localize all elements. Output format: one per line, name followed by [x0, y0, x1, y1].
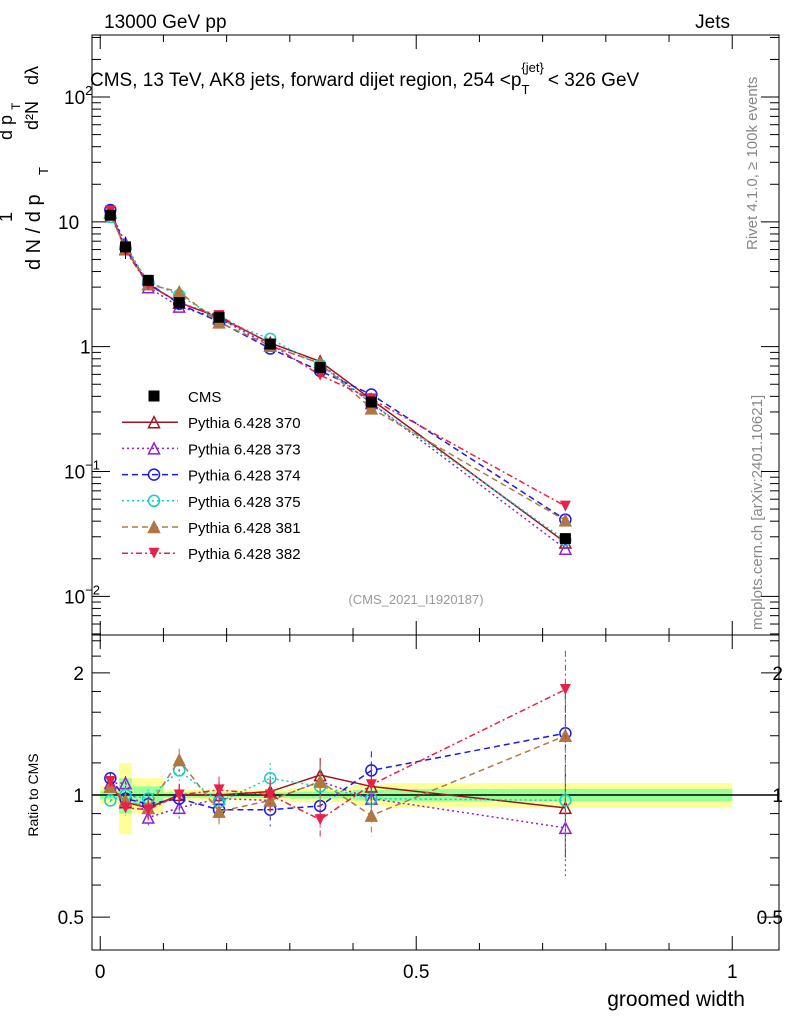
cms-data-point: [314, 362, 326, 374]
series-point-main: [558, 541, 573, 555]
series-point-ratio: [173, 789, 185, 801]
cms-data-point: [559, 533, 571, 545]
svg-text:T: T: [9, 102, 23, 110]
ratio-y-label: Ratio to CMS: [25, 753, 41, 836]
svg-text:1: 1: [0, 212, 16, 222]
legend-marker: [147, 519, 161, 534]
cms-data-point: [213, 311, 225, 323]
legend-label: Pythia 6.428 374: [188, 468, 301, 485]
cms-data-point: [264, 338, 276, 350]
legend-marker: [148, 390, 160, 402]
series-point-ratio: [364, 808, 379, 822]
legend-label: CMS: [188, 389, 221, 406]
series-point-ratio: [212, 804, 226, 818]
y-axis-label: d N / d p 1 T d p T d²N dλ: [0, 66, 51, 270]
svg-text:d²N: d²N: [22, 101, 42, 130]
series-point-ratio: [104, 794, 117, 807]
mcplots-label: mcplots.cern.ch [arXiv:2401.10621]: [749, 395, 766, 630]
cms-data-point: [104, 209, 116, 221]
svg-text:dλ: dλ: [22, 66, 42, 85]
series-point-ratio: [365, 779, 377, 791]
x-tick-label: 0: [95, 962, 106, 983]
legend-marker: [147, 441, 161, 455]
series-point-ratio: [119, 802, 131, 814]
svg-text:d N / d p: d N / d p: [23, 194, 45, 270]
y-tick-label: 1: [80, 338, 91, 359]
series-point-main: [559, 500, 571, 512]
series-point-ratio: [559, 794, 572, 807]
series-line-main: [109, 209, 566, 521]
cms-data-point: [142, 274, 154, 286]
legend-marker: [148, 547, 160, 559]
cms-data-point: [173, 297, 185, 309]
legend-marker: [147, 468, 161, 481]
main-plot-frame: [91, 34, 780, 636]
cms-data-point: [119, 241, 131, 253]
series-point-ratio: [104, 775, 116, 787]
legend-label: Pythia 6.428 375: [188, 494, 301, 511]
series-point-ratio: [142, 804, 154, 816]
series-point-ratio: [172, 752, 186, 767]
series-point-ratio: [313, 774, 327, 788]
series-point-ratio: [213, 784, 225, 796]
y-tick-label: 10−1: [64, 458, 100, 484]
legend-label: Pythia 6.428 370: [188, 415, 301, 432]
series-point-ratio: [172, 800, 186, 815]
legend-label: Pythia 6.428 381: [188, 520, 301, 537]
series-line-ratio: [110, 780, 566, 829]
ratio-tick-label-right: 2: [772, 664, 783, 685]
series-line-main: [109, 210, 566, 507]
series-point-ratio: [559, 684, 571, 696]
legend-label: Pythia 6.428 373: [188, 441, 301, 458]
y-tick-label: 102: [64, 83, 92, 109]
series-line-main: [109, 211, 566, 550]
series-line-main: [109, 212, 566, 522]
ratio-tick-label-right: 1: [772, 786, 783, 807]
x-tick-label: 1: [727, 962, 738, 983]
series-line-ratio: [109, 735, 566, 817]
series-point-ratio: [141, 810, 155, 824]
cms-data-point: [365, 396, 377, 408]
header-left: 13000 GeV pp: [104, 12, 227, 33]
x-tick-label: 0.5: [403, 962, 429, 983]
header-right: Jets: [695, 12, 730, 33]
x-axis-label: groomed width: [607, 988, 745, 1011]
y-tick-label: 10−2: [64, 582, 100, 608]
series-point-main: [364, 401, 379, 415]
series-point-main: [558, 513, 573, 527]
ratio-tick-label-left: 2: [73, 664, 84, 685]
svg-text:T: T: [36, 167, 51, 175]
chart-title: CMS, 13 TeV, AK8 jets, forward dijet reg…: [90, 60, 640, 97]
legend-marker: [147, 494, 161, 508]
series-point-ratio: [264, 789, 276, 801]
series-point-ratio: [314, 814, 326, 826]
ratio-tick-label-left: 0.5: [58, 908, 84, 929]
svg-text:d p: d p: [0, 115, 16, 140]
ratio-tick-label-left: 1: [73, 786, 84, 807]
legend-marker: [147, 415, 161, 429]
analysis-label: (CMS_2021_I1920187): [348, 592, 483, 607]
ratio-plot-frame: [91, 634, 780, 951]
ratio-tick-label-right: 0.5: [757, 908, 783, 929]
rivet-version-label: Rivet 4.1.0, ≥ 100k events: [744, 77, 761, 250]
legend-label: Pythia 6.428 382: [188, 546, 301, 563]
y-tick-label: 10: [58, 213, 79, 234]
